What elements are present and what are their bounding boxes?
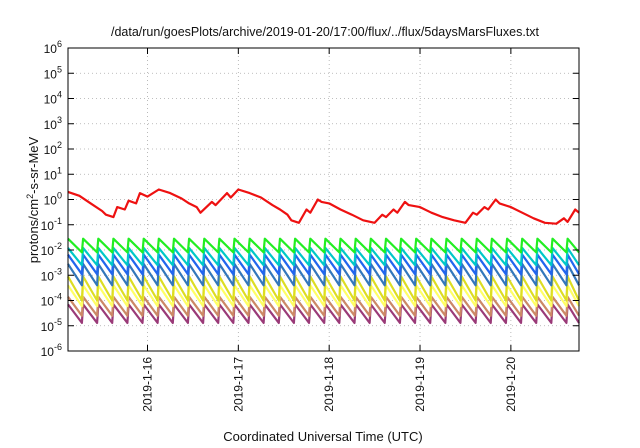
- y-tick-base: 10: [44, 42, 58, 56]
- y-axis-label-main: protons/cm: [26, 199, 41, 263]
- y-tick-base: 10: [44, 93, 58, 107]
- y-tick-base: 10: [41, 244, 55, 258]
- y-tick-exponent: 0: [57, 191, 62, 201]
- y-tick-label: 104: [44, 90, 62, 107]
- y-tick-base: 10: [44, 67, 58, 81]
- y-tick-label: 10-6: [41, 342, 62, 359]
- y-tick-exponent: 5: [57, 64, 62, 74]
- y-tick-label: 100: [44, 191, 62, 208]
- series-layer: [67, 188, 580, 324]
- y-tick-label: 10-4: [41, 292, 62, 309]
- y-tick-exponent: -5: [54, 317, 62, 327]
- y-tick-exponent: -1: [54, 216, 62, 226]
- y-tick-exponent: -6: [54, 342, 62, 352]
- y-tick-label: 102: [44, 140, 62, 157]
- y-axis-label: protons/cm2-s-sr-MeV: [25, 136, 41, 263]
- y-tick-exponent: 2: [57, 140, 62, 150]
- y-tick-label: 10-1: [41, 216, 62, 233]
- y-tick-base: 10: [41, 295, 55, 309]
- y-tick-exponent: -2: [54, 241, 62, 251]
- y-tick-base: 10: [44, 168, 58, 182]
- y-axis: 10-610-510-410-310-210-11001011021031041…: [41, 39, 579, 359]
- y-tick-base: 10: [44, 143, 58, 157]
- y-tick-exponent: 6: [57, 39, 62, 49]
- chart-title: /data/run/goesPlots/archive/2019-01-20/1…: [111, 25, 540, 39]
- y-tick-exponent: 3: [57, 115, 62, 125]
- x-axis-label: Coordinated Universal Time (UTC): [223, 429, 422, 444]
- y-tick-exponent: 1: [57, 165, 62, 175]
- y-tick-exponent: 4: [57, 90, 62, 100]
- y-tick-base: 10: [44, 118, 58, 132]
- series-line: [67, 188, 580, 225]
- y-tick-base: 10: [41, 320, 55, 334]
- y-tick-label: 106: [44, 39, 62, 56]
- y-tick-base: 10: [41, 219, 55, 233]
- y-axis-label-rest: -s-sr-MeV: [26, 136, 41, 193]
- y-tick-base: 10: [44, 194, 58, 208]
- y-tick-label: 101: [44, 165, 62, 182]
- x-tick-label: 2019-1-19: [413, 357, 427, 412]
- x-axis: 2019-1-16 2019-1-17 2019-1-18 2019-1-19 2019…: [140, 48, 518, 412]
- y-tick-base: 10: [41, 269, 55, 283]
- y-tick-label: 103: [44, 115, 62, 132]
- y-axis-label-superscript: 2: [25, 194, 35, 199]
- x-tick-label: 2019-1-18: [322, 357, 336, 412]
- y-tick-label: 10-2: [41, 241, 62, 258]
- x-tick-label: 2019-1-16: [140, 357, 154, 412]
- x-tick-label: 2019-1-20: [504, 357, 518, 412]
- y-tick-base: 10: [41, 345, 55, 359]
- y-tick-exponent: -4: [54, 292, 62, 302]
- series-line: [67, 237, 580, 254]
- y-tick-label: 10-5: [41, 317, 62, 334]
- x-tick-label: 2019-1-17: [231, 357, 245, 412]
- y-tick-exponent: -3: [54, 266, 62, 276]
- y-tick-label: 105: [44, 64, 62, 81]
- y-tick-label: 10-3: [41, 266, 62, 283]
